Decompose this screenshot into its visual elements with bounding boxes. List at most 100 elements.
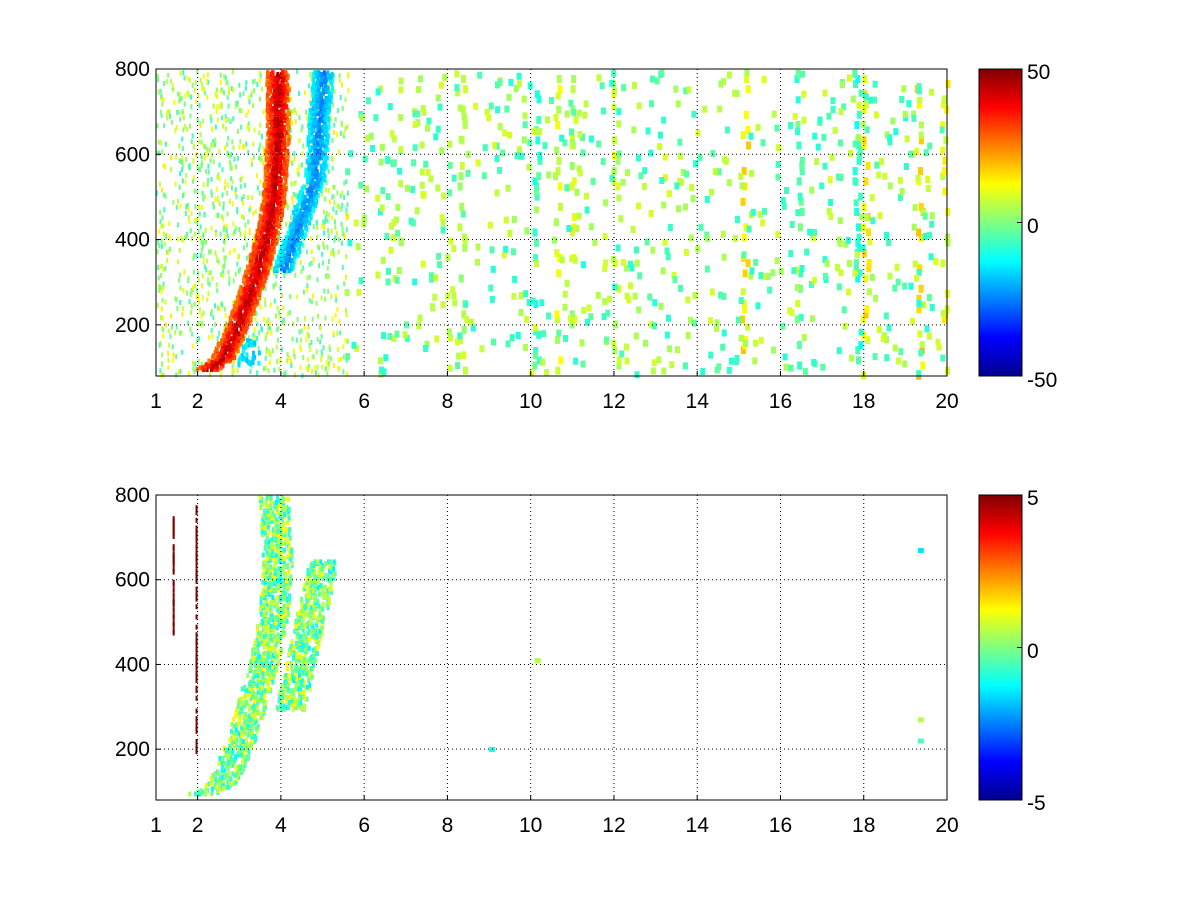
heatmap-cell [250,723,254,729]
heatmap-cell [926,294,932,302]
heatmap-cell [601,313,607,321]
heatmap-cell [196,339,199,345]
heatmap-cell [315,97,319,103]
heatmap-cell [266,87,270,93]
heatmap-cell [280,347,283,353]
heatmap-cell [315,148,319,154]
heatmap-cell [274,228,278,234]
heatmap-cell [181,311,184,317]
heatmap-cell [339,330,342,336]
heatmap-cell [198,139,201,145]
heatmap-cell [242,349,246,355]
heatmap-cell [325,114,329,120]
heatmap-cell [902,360,908,368]
heatmap-cell [250,278,254,284]
heatmap-cell [856,133,862,141]
heatmap-cell [252,141,255,147]
heatmap-cell [611,339,617,347]
heatmap-cell [268,360,271,366]
heatmap-cell [161,215,164,221]
heatmap-cell [385,193,391,201]
heatmap-cell [223,234,226,240]
heatmap-cell [237,764,241,770]
heatmap-cell [684,170,690,178]
heatmap-cell [645,127,651,135]
heatmap-cell [572,315,578,324]
heatmap-cell [268,664,272,670]
heatmap-cell [691,319,697,327]
heatmap-cell [293,264,296,270]
heatmap-cell [683,248,689,256]
heatmap-cell [355,243,361,251]
heatmap-cell [346,124,349,130]
heatmap-cell [205,239,208,245]
heatmap-cell [248,666,252,672]
heatmap-cell [172,199,175,205]
heatmap-cell [237,268,240,274]
heatmap-cell [252,154,255,160]
heatmap-cell [213,142,216,148]
heatmap-cell [236,155,239,161]
heatmap-cell [341,105,344,111]
heatmap-cell [171,119,174,125]
heatmap-cell [311,97,315,103]
heatmap-cell [325,180,328,186]
heatmap-cell [300,162,303,168]
y-tick-label: 600 [115,143,150,166]
heatmap-cell [296,203,300,209]
heatmap-cell [214,197,217,203]
heatmap-cell [458,172,464,181]
heatmap-cell [190,309,193,315]
heatmap-cell [309,206,313,212]
heatmap-cell [244,711,248,717]
heatmap-cell [307,198,311,204]
heatmap-cell [553,114,559,122]
heatmap-cell [201,240,204,246]
heatmap-cell [169,333,172,339]
heatmap-cell [516,80,522,88]
heatmap-cell [167,350,170,356]
heatmap-cell [513,85,519,93]
heatmap-cell [311,82,315,88]
heatmap-cell [240,319,244,325]
heatmap-cell [236,774,240,780]
x-tick-label: 20 [935,390,958,413]
heatmap-cell [269,82,273,88]
heatmap-cell [269,71,273,77]
heatmap-cell [182,288,185,294]
heatmap-cell [232,278,235,284]
heatmap-cell [942,167,948,176]
heatmap-cell [763,273,769,281]
heatmap-cell [945,80,951,89]
heatmap-cell [250,92,253,98]
heatmap-cell [286,245,290,251]
heatmap-cell [398,146,404,154]
heatmap-cell [327,289,330,295]
heatmap-cell [798,313,804,321]
heatmap-cell [207,280,210,286]
heatmap-cell [600,158,606,166]
heatmap-cell [344,307,347,313]
heatmap-cell [283,124,287,130]
heatmap-cell [536,115,542,124]
heatmap-cell [168,109,171,115]
heatmap-cell [440,218,446,226]
heatmap-cell [279,177,283,183]
heatmap-cell [648,100,654,108]
heatmap-cell [378,370,384,378]
heatmap-cell [297,242,301,248]
heatmap-cell [299,208,303,214]
heatmap-cell [263,688,267,694]
heatmap-cell [503,245,509,253]
heatmap-cell [918,121,924,129]
heatmap-cell [171,324,174,330]
heatmap-cell [488,284,494,292]
heatmap-cell [200,139,203,145]
heatmap-cell [260,235,264,241]
heatmap-cell [233,355,237,361]
heatmap-cell [322,219,325,225]
heatmap-cell [909,318,915,326]
heatmap-cell [161,149,164,155]
heatmap-cell [432,293,438,301]
heatmap-cell [687,316,693,324]
